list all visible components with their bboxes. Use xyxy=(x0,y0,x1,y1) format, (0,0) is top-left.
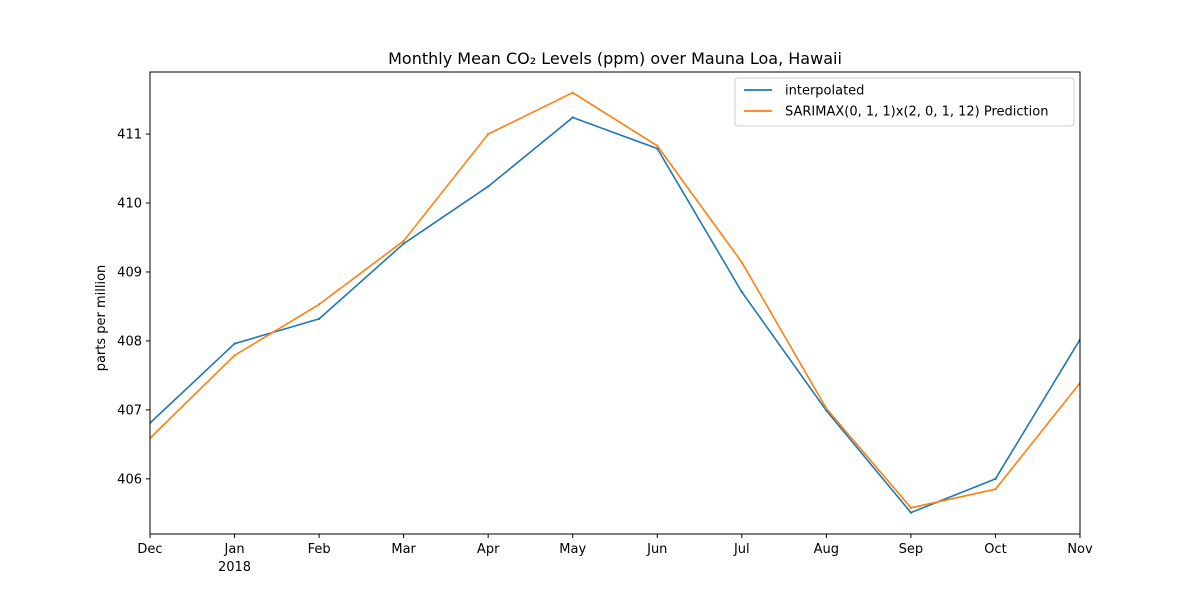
x-tick-label: Jul xyxy=(733,542,750,557)
y-tick-label: 409 xyxy=(117,265,142,280)
chart-title: Monthly Mean CO₂ Levels (ppm) over Mauna… xyxy=(388,49,842,68)
plot-frame xyxy=(149,71,1081,535)
legend-label-1: interpolated xyxy=(785,84,864,99)
x-tick-label: May xyxy=(559,542,586,557)
series-1-point xyxy=(317,317,321,321)
series-2-point xyxy=(825,407,828,410)
series-1-point xyxy=(233,342,236,345)
series-2-point xyxy=(233,354,236,357)
x-tick-label: Jan xyxy=(224,542,245,557)
series-1-point xyxy=(486,185,490,188)
series-1-point xyxy=(994,477,997,481)
series-2-point xyxy=(402,239,405,243)
series-2-point xyxy=(994,487,997,491)
y-tick-label: 410 xyxy=(117,197,142,212)
x-tick-label: Apr xyxy=(477,542,500,557)
series-line-2 xyxy=(150,91,1080,509)
x-tick-label: Nov xyxy=(1067,542,1093,557)
x-tick-label: Oct xyxy=(984,542,1006,557)
y-tick-label: 407 xyxy=(117,403,142,418)
series-2-point xyxy=(740,261,744,264)
x-tick-label: Feb xyxy=(308,542,331,557)
y-axis-label: parts per million xyxy=(94,265,109,372)
series-2-point xyxy=(656,144,659,147)
y-tick-label: 406 xyxy=(117,472,142,487)
legend-box xyxy=(734,77,1075,127)
series-2-point xyxy=(909,506,913,509)
x-year-label: 2018 xyxy=(218,560,251,575)
series-2-point xyxy=(317,303,321,306)
series-line-1 xyxy=(150,116,1080,514)
series-2-point xyxy=(571,91,574,94)
x-tick-label: Aug xyxy=(814,542,839,557)
series-2-point xyxy=(486,132,490,136)
x-tick-label: Sep xyxy=(899,542,924,557)
series-1-point xyxy=(571,116,574,119)
x-tick-label: Jun xyxy=(646,542,667,557)
y-tick-label: 408 xyxy=(117,334,142,349)
x-tick-label: Mar xyxy=(391,542,416,557)
series-1-point xyxy=(402,242,405,245)
plot-area: 406 407 408 409 410 411 Dec Jan Feb Mar Apr May Jun J… xyxy=(117,71,1093,575)
series-1-point xyxy=(909,511,913,514)
legend-label-2: SARIMAX(0, 1, 1)x(2, 0, 1, 12) Predictio… xyxy=(785,105,1048,120)
series-1-point xyxy=(740,290,744,294)
y-tick-label: 411 xyxy=(117,128,142,143)
x-tick-label: Dec xyxy=(137,542,162,557)
